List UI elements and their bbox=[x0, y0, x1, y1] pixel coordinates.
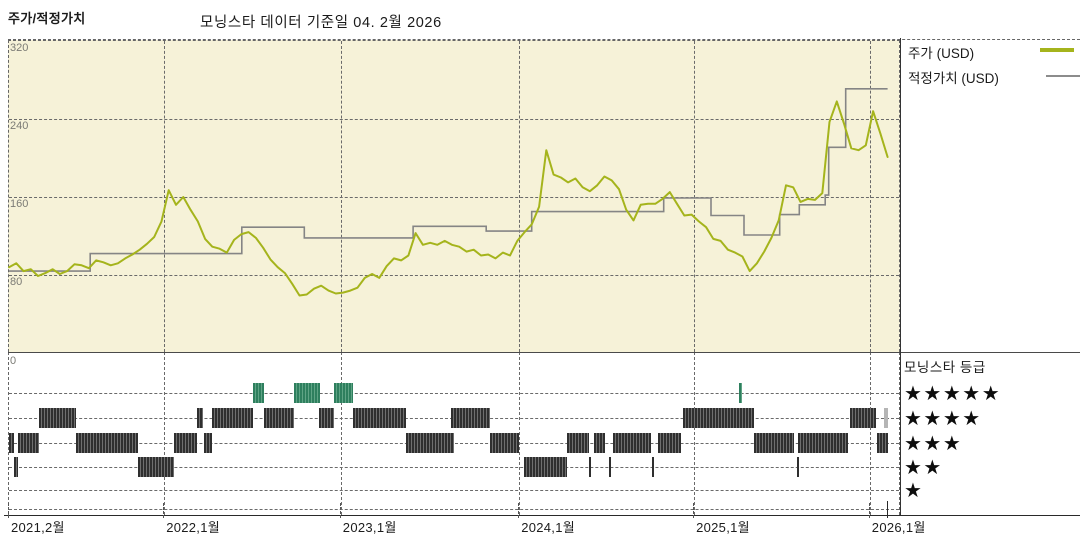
price-plot-area bbox=[8, 40, 900, 352]
rating-row-line bbox=[9, 509, 899, 510]
as-of-date-label: 모닝스타 데이터 기준일 04. 2월 2026 bbox=[200, 15, 442, 31]
grid-vline bbox=[164, 352, 166, 515]
legend: 주가 (USD) 적정가치 (USD) bbox=[900, 38, 1080, 98]
panel-divider-horizontal bbox=[8, 352, 1080, 353]
rating-mark-4-star bbox=[39, 408, 76, 428]
legend-price-label: 주가 (USD) bbox=[908, 46, 975, 61]
panel-divider-vertical bbox=[900, 38, 901, 515]
grid-vline bbox=[869, 352, 871, 515]
rating-mark-2-star bbox=[796, 457, 799, 477]
rating-mark-4-star bbox=[319, 408, 334, 428]
x-axis-end-tick bbox=[886, 501, 888, 518]
grid-vline bbox=[869, 41, 871, 352]
y-axis-label: 80 bbox=[10, 276, 23, 288]
rating-mark-3-star bbox=[489, 433, 520, 453]
rating-mark-5-star bbox=[738, 383, 743, 403]
y-axis-label: 0 bbox=[10, 355, 17, 367]
x-axis-label: 2023,1월 bbox=[342, 520, 397, 535]
rating-mark-5-star bbox=[294, 383, 321, 403]
x-axis-label: 2025,1월 bbox=[696, 520, 750, 535]
rating-mark-2-star bbox=[13, 457, 18, 477]
x-axis-tick bbox=[339, 503, 341, 518]
rating-stars-3: ★★★ bbox=[904, 432, 963, 455]
rating-mark-4-star bbox=[212, 408, 254, 428]
rating-mark-2-star bbox=[523, 457, 568, 477]
y-axis-label: 160 bbox=[10, 198, 29, 210]
rating-mark-4-star bbox=[850, 408, 877, 428]
rating-mark-3-star bbox=[174, 433, 198, 453]
grid-vline bbox=[519, 352, 521, 515]
rating-mark-3-star bbox=[9, 433, 14, 453]
rating-mark-4-star bbox=[264, 408, 295, 428]
rating-mark-3-star bbox=[594, 433, 605, 453]
grid-hline bbox=[9, 197, 899, 198]
legend-fair-value-label: 적정가치 (USD) bbox=[908, 71, 999, 86]
rating-timeline-panel bbox=[8, 352, 900, 515]
price-lines-layer bbox=[8, 88, 889, 297]
rating-mark-5-star bbox=[333, 383, 354, 403]
rating-row-line bbox=[9, 393, 899, 394]
grid-vline bbox=[164, 41, 166, 352]
rating-mark-5-star bbox=[253, 383, 265, 403]
rating-mark-4-star bbox=[197, 408, 204, 428]
rating-mark-3-star bbox=[612, 433, 652, 453]
y-axis-label: 240 bbox=[10, 120, 29, 132]
price-line-swatch bbox=[1040, 48, 1074, 52]
rating-mark-3-star bbox=[876, 433, 888, 453]
x-axis-line bbox=[4, 515, 1080, 516]
rating-mark-2-star bbox=[138, 457, 174, 477]
rating-mark-2-star bbox=[609, 457, 612, 477]
x-axis-tick bbox=[518, 503, 520, 518]
rating-mark-3-star bbox=[405, 433, 455, 453]
price-line bbox=[8, 100, 889, 297]
rating-mark-2-star bbox=[588, 457, 591, 477]
grid-hline bbox=[9, 275, 899, 276]
rating-mark-3-star bbox=[657, 433, 681, 453]
rating-mark-3-star bbox=[567, 433, 589, 453]
x-axis-tick bbox=[8, 503, 9, 518]
rating-row-line bbox=[9, 467, 899, 468]
x-axis-tick bbox=[163, 503, 165, 518]
fair-value-line bbox=[9, 88, 888, 272]
x-axis-label: 2026,1월 bbox=[871, 520, 926, 535]
rating-mark-4-star bbox=[683, 408, 754, 428]
grid-vline bbox=[340, 352, 342, 515]
rating-mark-4-star bbox=[451, 408, 490, 428]
x-axis-label: 2024,1월 bbox=[521, 520, 576, 535]
x-axis-tick bbox=[693, 503, 695, 518]
x-axis-label: 2021,2월 bbox=[11, 520, 65, 535]
x-axis-label: 2022,1월 bbox=[166, 520, 221, 535]
y-axis-label: 320 bbox=[10, 42, 29, 54]
grid-vline bbox=[340, 41, 342, 352]
rating-row-line bbox=[9, 490, 899, 491]
rating-mark-3-star bbox=[798, 433, 849, 453]
rating-legend-title: 모닝스타 등급 bbox=[904, 360, 986, 375]
grid-hline bbox=[9, 119, 899, 120]
rating-mark-4-star bbox=[884, 408, 888, 428]
rating-mark-3-star bbox=[17, 433, 40, 453]
chart-title: 주가/적정가치 bbox=[8, 11, 86, 26]
chart-top-border bbox=[8, 39, 1080, 40]
legend-item-fair-value[interactable]: 적정가치 (USD) bbox=[908, 67, 999, 87]
rating-mark-3-star bbox=[203, 433, 213, 453]
rating-stars-5: ★★★★★ bbox=[904, 382, 1002, 405]
legend-item-price[interactable]: 주가 (USD) bbox=[908, 42, 974, 62]
fair-value-line-swatch bbox=[1046, 75, 1080, 77]
grid-vline bbox=[694, 41, 696, 352]
rating-mark-3-star bbox=[753, 433, 794, 453]
rating-stars-2: ★★ bbox=[904, 456, 943, 479]
rating-stars-4: ★★★★ bbox=[904, 407, 982, 430]
rating-mark-3-star bbox=[75, 433, 139, 453]
rating-mark-2-star bbox=[652, 457, 655, 477]
rating-stars-1: ★ bbox=[904, 479, 924, 502]
grid-vline bbox=[519, 41, 521, 352]
rating-mark-4-star bbox=[353, 408, 406, 428]
x-axis-tick bbox=[868, 503, 870, 518]
grid-vline bbox=[694, 352, 696, 515]
